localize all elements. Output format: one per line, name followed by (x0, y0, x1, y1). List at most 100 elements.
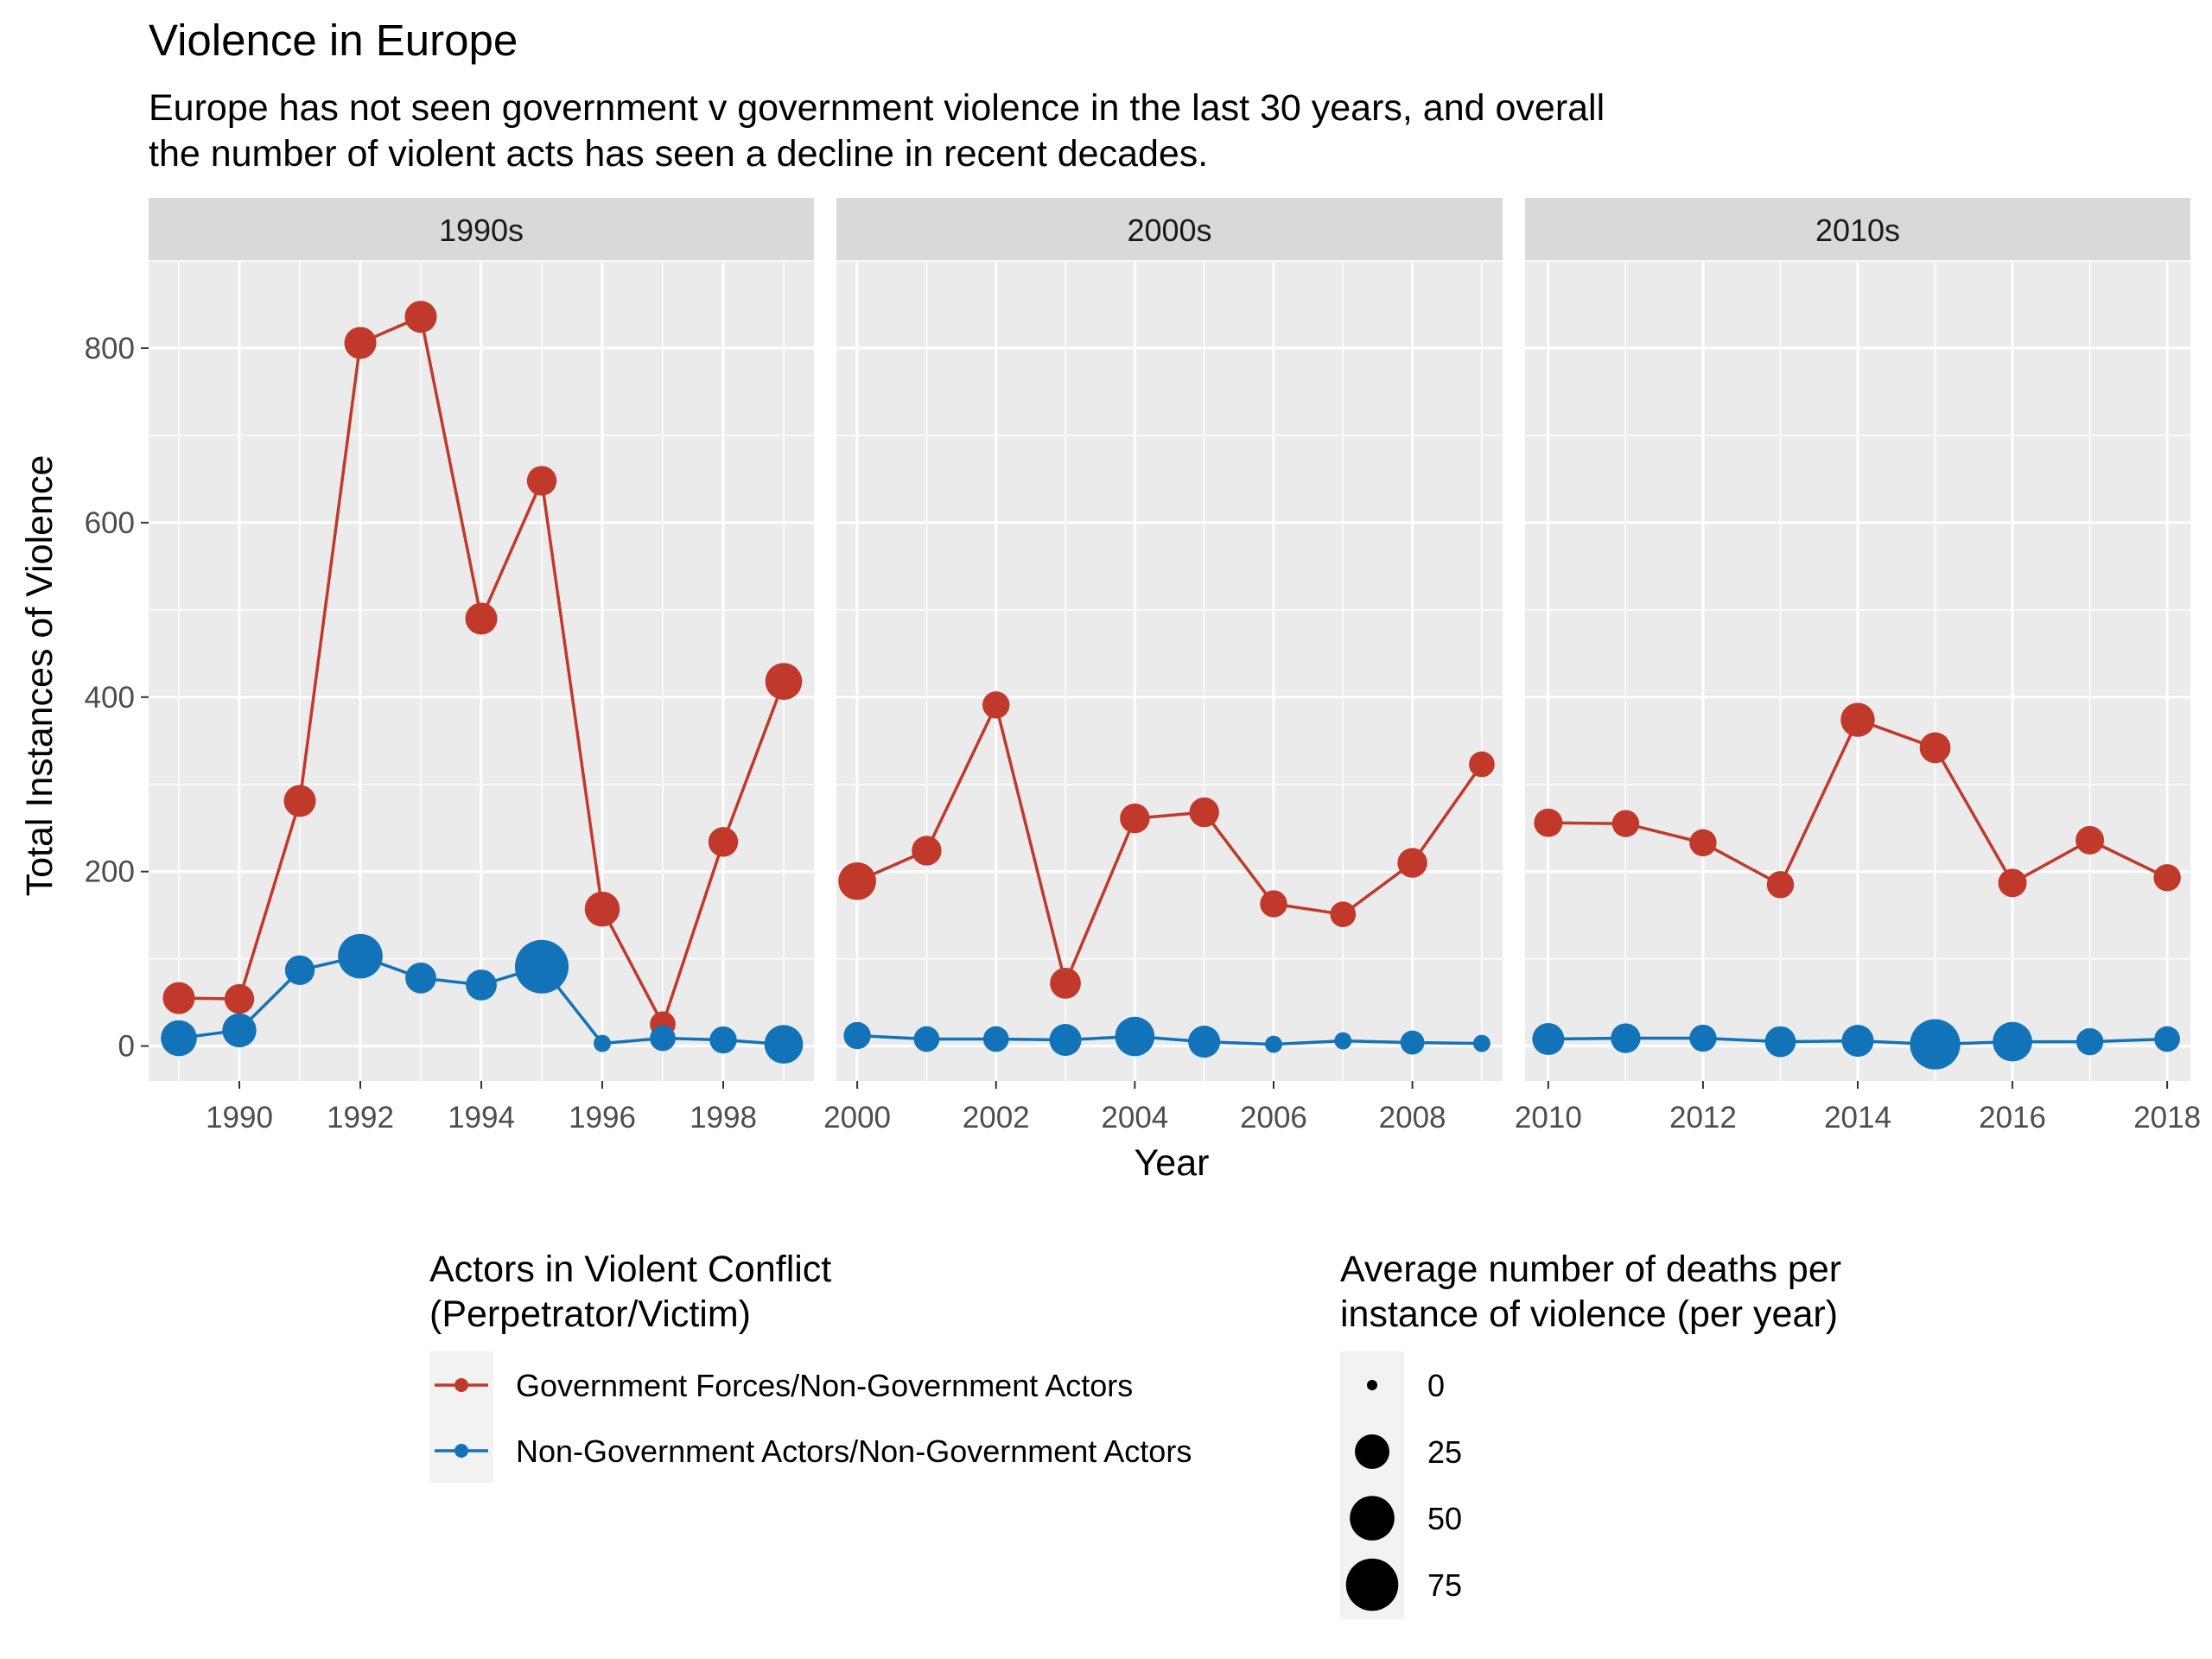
data-point (1841, 1025, 1874, 1058)
facet-strip-label: 2010s (1815, 213, 1900, 248)
data-point (161, 1020, 197, 1057)
size-legend-key-point (1355, 1434, 1389, 1469)
data-point (1764, 1026, 1796, 1058)
data-point (913, 1026, 940, 1052)
size-legend-title-line-1: Average number of deaths per (1340, 1249, 1841, 1290)
data-point (1998, 868, 2027, 898)
y-tick-label: 400 (85, 681, 135, 715)
x-tick-label: 2002 (963, 1101, 1030, 1135)
data-point (594, 1034, 611, 1052)
series-line (857, 1033, 1482, 1046)
data-point (1840, 702, 1875, 737)
data-point (466, 969, 497, 1001)
data-point (1260, 890, 1287, 918)
series-line (856, 700, 1484, 988)
data-point (2153, 864, 2181, 892)
x-tick-label: 1992 (327, 1101, 394, 1135)
data-point (1334, 1032, 1352, 1050)
data-point (1049, 1024, 1082, 1057)
legend-key-point (454, 1378, 468, 1392)
y-axis-label: Total Instances of Violence (19, 455, 60, 897)
x-tick-label: 2004 (1101, 1101, 1168, 1135)
color-legend-title-line-2: (Perpetrator/Victim) (429, 1294, 751, 1335)
x-axis-label: Year (1135, 1142, 1210, 1184)
series-government-forces (838, 691, 1495, 999)
data-point (1400, 1030, 1425, 1055)
legend-key-point (454, 1444, 468, 1458)
data-point (162, 982, 195, 1014)
data-point (1265, 1035, 1282, 1053)
size-legend-label: 0 (1427, 1368, 1445, 1403)
facet-strip-label: 1990s (439, 213, 524, 248)
size-legend-key-point (1345, 1558, 1399, 1611)
x-tick-label: 2000 (823, 1101, 891, 1135)
data-point (2075, 825, 2105, 855)
data-point (224, 983, 255, 1014)
data-point (338, 933, 383, 979)
chart-title: Violence in Europe (149, 16, 518, 65)
series-non-government-actors (161, 933, 804, 1064)
series-non-government-actors (1532, 1019, 2180, 1070)
data-point (708, 827, 739, 857)
data-point (1689, 1024, 1717, 1052)
x-tick-label: 2014 (1824, 1101, 1891, 1135)
size-legend-keys: 0 25 50 75 (1340, 1351, 1462, 1619)
color-legend-label: Government Forces/Non-Government Actors (516, 1368, 1133, 1403)
data-point (982, 691, 1010, 719)
series-non-government-actors (843, 1016, 1491, 1058)
data-point (514, 939, 569, 994)
size-legend-key-point (1350, 1496, 1395, 1541)
color-legend-title-line-1: Actors in Violent Conflict (429, 1249, 831, 1290)
facet-panel-2010s: 2010s 2010 2012 2014 2016 2018 (1515, 198, 2201, 1135)
size-legend-key-point (1367, 1380, 1377, 1390)
data-point (2154, 1026, 2180, 1052)
x-tick-label: 2008 (1379, 1101, 1446, 1135)
chart-subtitle-line-1: Europe has not seen government v governm… (149, 87, 1605, 129)
size-legend-label: 25 (1427, 1434, 1462, 1470)
data-point (1120, 803, 1150, 834)
data-point (404, 301, 437, 334)
data-point (465, 602, 498, 635)
data-point (912, 836, 942, 866)
size-legend-title-line-2: instance of violence (per year) (1340, 1294, 1838, 1335)
data-point (843, 1021, 871, 1050)
x-tick-label: 2016 (1979, 1101, 2046, 1135)
data-point (1910, 1019, 1961, 1070)
data-point (764, 1025, 804, 1064)
chart-subtitle-line-2: the number of violent acts has seen a de… (149, 133, 1208, 175)
data-point (526, 466, 557, 496)
legends: Actors in Violent Conflict (Perpetrator/… (429, 1249, 1841, 1619)
color-legend-label: Non-Government Actors/Non-Government Act… (516, 1433, 1192, 1469)
data-point (1469, 751, 1495, 778)
data-point (1611, 1023, 1641, 1053)
facets: 1990s 1990 1992 1994 1996 1998 0 200 400 600 800 20… (85, 198, 2201, 1135)
color-legend-keys: Government Forces/Non-Government Actors N… (429, 1351, 1192, 1483)
data-point (584, 891, 620, 927)
x-tick-label: 2010 (1515, 1101, 1582, 1135)
data-point (838, 861, 876, 900)
color-legend-key-bg (429, 1351, 493, 1483)
x-tick-label: 2018 (2133, 1101, 2201, 1135)
data-point (1188, 1026, 1221, 1058)
facet-panel-2000s: 2000s 2000 2002 2004 2006 2008 (823, 198, 1503, 1135)
x-tick-label: 1994 (448, 1101, 515, 1135)
series-government-forces (1534, 702, 2181, 899)
facet-strip (1525, 198, 2190, 261)
facet-strip-label: 2000s (1127, 213, 1211, 248)
data-point (405, 962, 436, 994)
x-tick-label: 1998 (690, 1101, 757, 1135)
data-point (1534, 808, 1563, 837)
data-point (1766, 871, 1795, 899)
x-tick-label: 2012 (1669, 1101, 1737, 1135)
data-point (709, 1026, 737, 1054)
x-tick-label: 1990 (206, 1101, 273, 1135)
y-tick-label: 800 (85, 332, 135, 365)
size-legend-label: 50 (1427, 1501, 1462, 1536)
facet-panel-1990s: 1990s 1990 1992 1994 1996 1998 0 200 400 600 800 (85, 198, 814, 1135)
data-point (344, 327, 377, 359)
data-point (284, 955, 315, 985)
data-point (222, 1013, 257, 1048)
data-point (1611, 810, 1640, 837)
size-legend-label: 75 (1427, 1567, 1462, 1603)
